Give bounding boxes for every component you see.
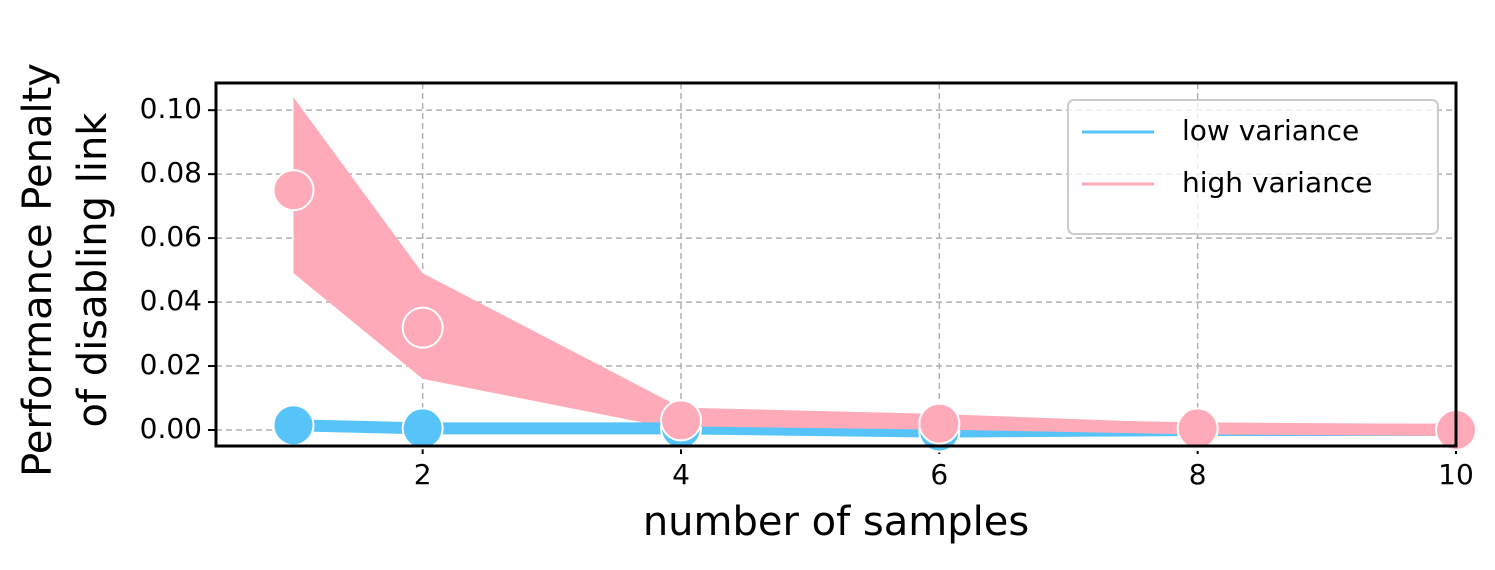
point (660, 399, 702, 442)
y-tick-label: 0.04 (140, 284, 202, 317)
x-tick-label: 2 (414, 458, 432, 491)
x-tick-label: 6 (930, 458, 948, 491)
legend-box (1067, 99, 1439, 235)
plot-frame (214, 81, 1458, 448)
point (918, 402, 961, 445)
legend-label: high variance (1182, 166, 1373, 199)
x-tick-label: 4 (672, 458, 690, 491)
y-tick-label: 0.02 (140, 348, 202, 381)
x-axis-label: number of samples (643, 499, 1029, 545)
y-axis-label: Performance Penalty (15, 63, 61, 477)
y-tick-label: 0.06 (140, 220, 202, 253)
point (1176, 407, 1219, 450)
x-tick-label: 10 (1438, 458, 1474, 491)
y-tick-label: 0.08 (140, 156, 202, 189)
point (272, 404, 315, 447)
y-tick-label: 0.00 (140, 412, 202, 445)
point (272, 169, 315, 212)
y-axis-label: of disabling link (70, 112, 116, 428)
x-tick-label: 8 (1189, 458, 1207, 491)
legend-label: low variance (1182, 114, 1359, 147)
point (401, 306, 444, 349)
series-line (289, 186, 1457, 437)
y-tick-label: 0.10 (140, 92, 202, 125)
point (401, 407, 444, 450)
